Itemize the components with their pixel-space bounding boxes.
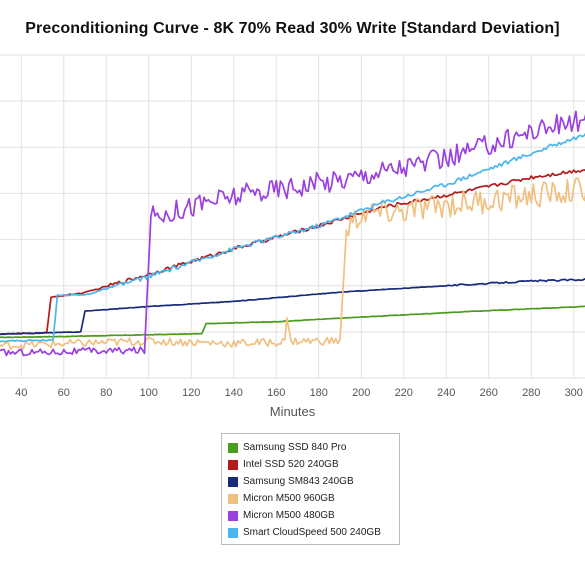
legend-item: Samsung SM843 240GB [222, 473, 399, 490]
chart-title: Preconditioning Curve - 8K 70% Read 30% … [25, 20, 560, 37]
x-tick-label: 140 [225, 387, 243, 399]
x-tick-labels: 40 60 80 100 120 140 160 180 200 220 240 260 280 300 [15, 387, 583, 399]
legend-swatch [228, 510, 238, 521]
legend-label: Smart CloudSpeed 500 240GB [243, 527, 381, 538]
legend-label: Samsung SSD 840 Pro [243, 442, 347, 453]
series-line-micron-m500-480gb [0, 110, 585, 357]
x-tick-label: 120 [182, 387, 200, 399]
series-line-smart-cloudspeed-500-240gb [0, 132, 585, 343]
legend-item: Micron M500 480GB [222, 507, 399, 524]
x-tick-label: 220 [395, 387, 413, 399]
legend-swatch [228, 476, 238, 487]
series-line-samsung-ssd-840-pro [0, 305, 585, 339]
legend-item: Smart CloudSpeed 500 240GB [222, 524, 399, 541]
legend-item: Micron M500 960GB [222, 490, 399, 507]
legend-label: Micron M500 480GB [243, 510, 335, 521]
x-tick-label: 180 [310, 387, 328, 399]
x-axis-title: Minutes [269, 404, 316, 419]
x-tick-label: 240 [437, 387, 455, 399]
line-chart: 40 60 80 100 120 140 160 180 200 220 240 260 280 300 [0, 54, 585, 399]
series-line-micron-m500-960gb [0, 177, 585, 351]
x-tick-label: 40 [15, 387, 27, 399]
series-line-samsung-sm843-240gb [0, 278, 585, 336]
legend-label: Samsung SM843 240GB [243, 476, 354, 487]
x-tick-label: 160 [267, 387, 285, 399]
legend-swatch [228, 493, 238, 504]
x-tick-label: 280 [522, 387, 540, 399]
x-tick-label: 300 [565, 387, 583, 399]
legend: Samsung SSD 840 Pro Intel SSD 520 240GB Sa… [221, 433, 400, 545]
legend-item: Intel SSD 520 240GB [222, 456, 399, 473]
legend-item: Samsung SSD 840 Pro [222, 439, 399, 456]
legend-label: Intel SSD 520 240GB [243, 459, 339, 470]
x-tick-label: 80 [100, 387, 112, 399]
series-lines [0, 110, 585, 357]
x-tick-label: 260 [480, 387, 498, 399]
legend-swatch [228, 442, 238, 453]
legend-swatch [228, 459, 238, 470]
legend-label: Micron M500 960GB [243, 493, 335, 504]
gridlines [0, 54, 585, 379]
legend-swatch [228, 527, 238, 538]
x-tick-label: 60 [58, 387, 70, 399]
x-tick-label: 100 [140, 387, 158, 399]
x-tick-label: 200 [352, 387, 370, 399]
